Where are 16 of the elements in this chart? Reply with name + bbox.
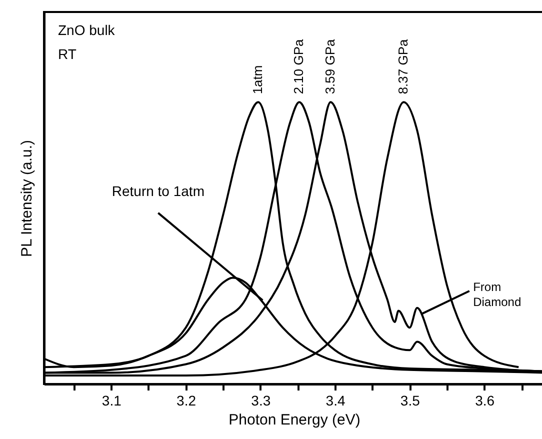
x-tick-label: 3.3 <box>251 392 271 408</box>
y-axis-title: PL Intensity (a.u.) <box>18 140 36 257</box>
text: ZnO bulk <box>58 22 116 38</box>
x-tick-label: 3.6 <box>475 392 495 408</box>
x-tick-label: 3.5 <box>400 392 420 408</box>
x-axis-title: Photon Energy (eV) <box>228 412 360 428</box>
annotation: From Diamond <box>473 280 522 309</box>
text: Return to 1atm <box>112 182 204 199</box>
x-tick-label: 3.2 <box>176 392 196 408</box>
text: 8.37 GPa <box>396 38 411 94</box>
text: 1atm <box>250 65 266 94</box>
text: RT <box>58 46 77 62</box>
text: 2.10 GPa <box>291 38 306 94</box>
x-tick-label: 3.1 <box>102 392 122 408</box>
text: 3.59 GPa <box>322 38 338 94</box>
x-tick-label: 3.4 <box>326 392 346 408</box>
